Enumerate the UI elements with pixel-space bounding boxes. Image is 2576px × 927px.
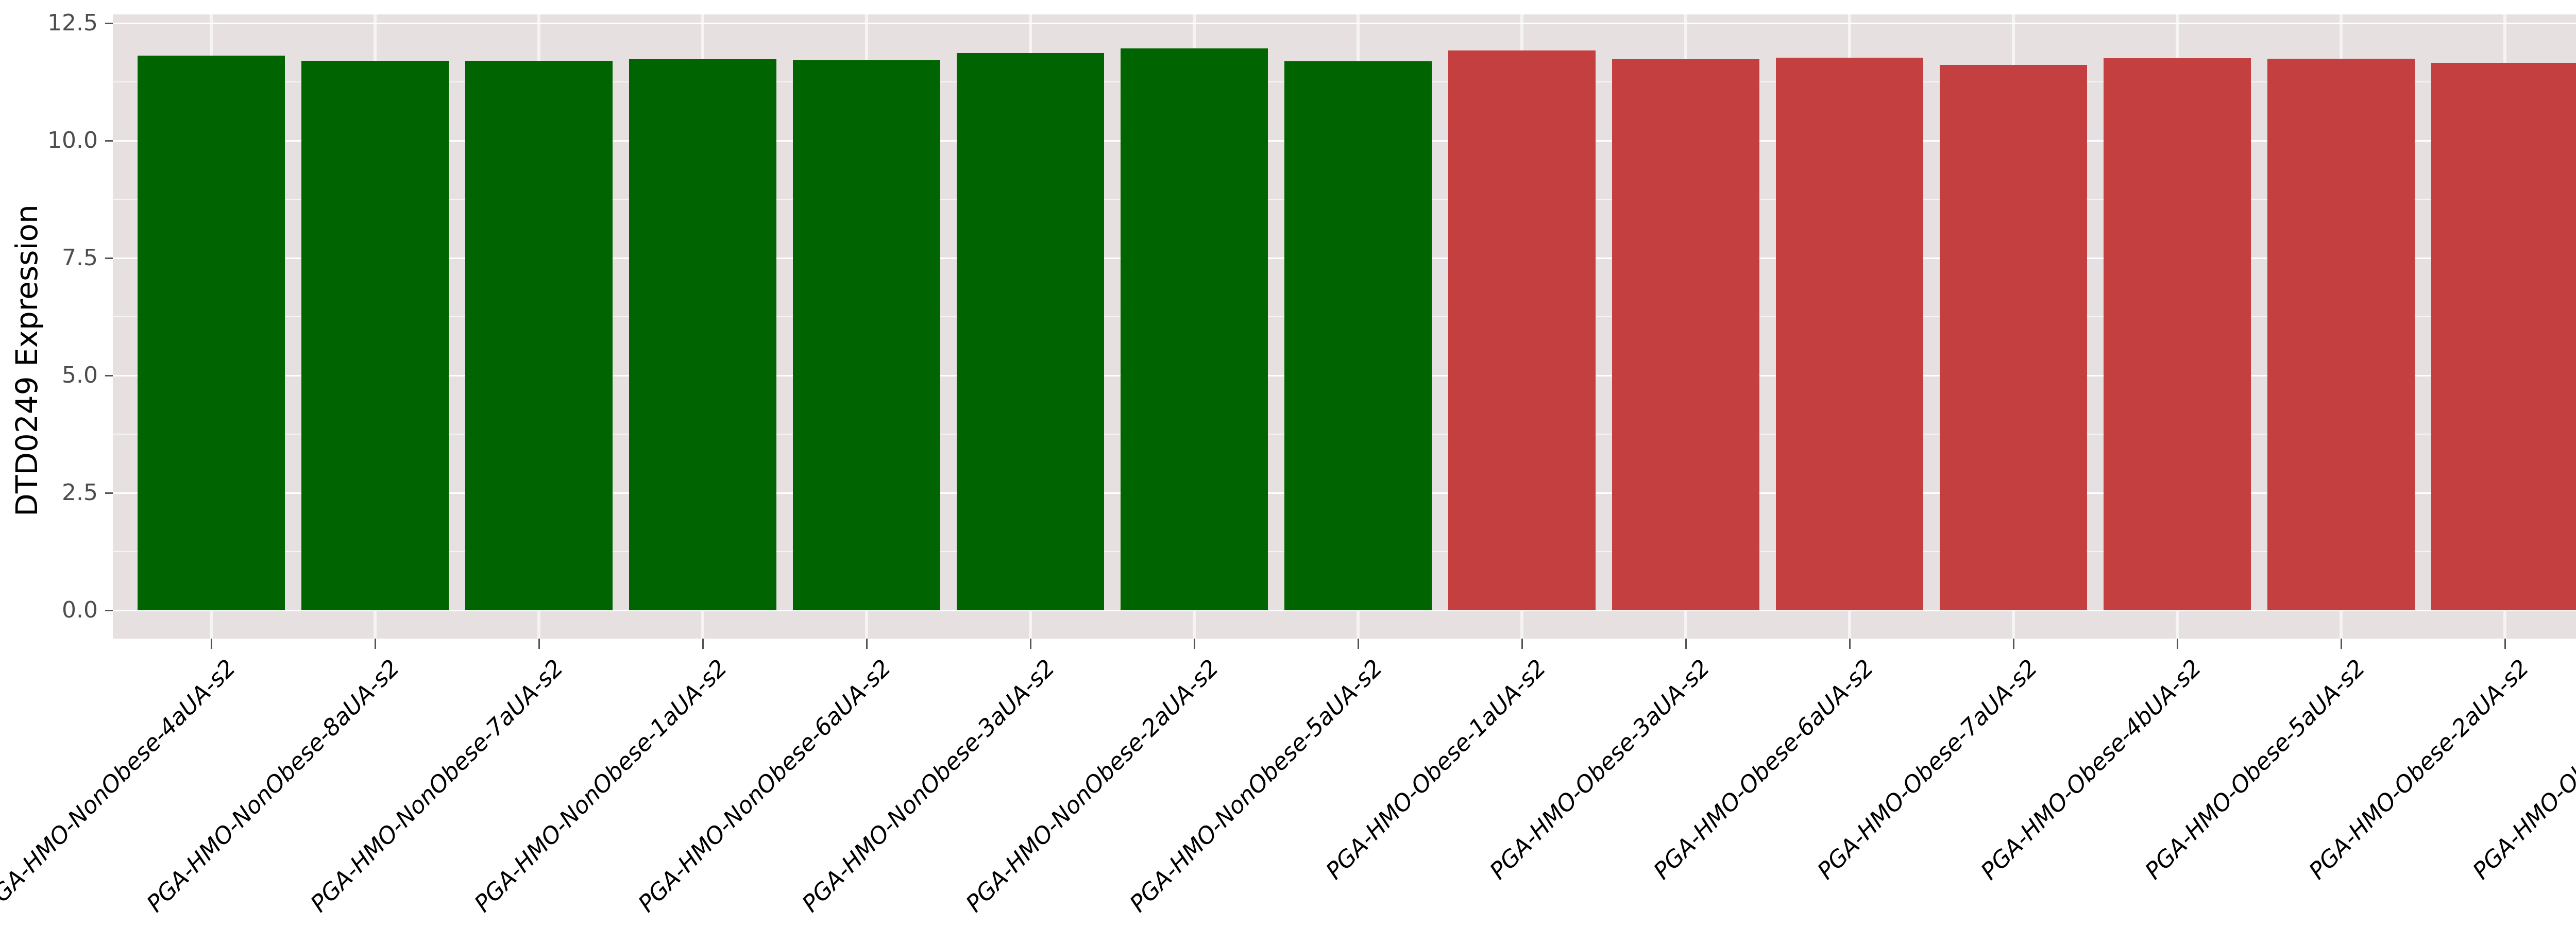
y-tick-mark [105,492,113,494]
y-tick-mark [105,22,113,24]
y-tick-mark [105,140,113,142]
x-tick-mark [702,639,704,649]
plot-panel [113,14,2576,639]
x-tick-mark [210,639,212,649]
gridline-major [113,609,2576,611]
x-tick-mark [1521,639,1523,649]
y-tick-label: 7.5 [62,245,98,271]
y-tick-label: 10.0 [47,127,98,153]
y-tick-label: 12.5 [47,10,98,36]
gridline-major [113,22,2576,24]
bar-obese [1612,59,1759,610]
bar-obese [1448,50,1596,610]
y-tick-label: 2.5 [62,479,98,506]
y-tick-mark [105,374,113,376]
bar-obese [1776,58,1923,610]
x-tick-label: PGA-HMO-NonObese-4aUA-s2 [0,654,241,918]
y-tick-label: 0.0 [62,597,98,623]
bar-nonobese [629,59,776,610]
bar-obese [2104,58,2251,610]
bar-nonobese [793,60,940,610]
y-axis-title: DTD0249 Expression [9,204,44,517]
x-tick-mark [866,639,868,649]
y-tick-mark [105,257,113,259]
x-tick-mark [2176,639,2178,649]
x-tick-mark [374,639,376,649]
bar-nonobese [138,55,285,610]
bar-nonobese [1284,61,1432,610]
x-tick-mark [2504,639,2506,649]
x-tick-mark [2012,639,2014,649]
bar-nonobese [957,53,1104,610]
y-tick-label: 5.0 [62,362,98,388]
bar-obese [2267,59,2415,610]
x-tick-mark [538,639,540,649]
bar-nonobese [1121,48,1268,610]
x-tick-mark [1357,639,1359,649]
x-tick-mark [2340,639,2342,649]
x-tick-mark [1849,639,1851,649]
x-tick-mark [1685,639,1687,649]
bar-obese [2431,62,2576,610]
y-tick-mark [105,609,113,611]
bar-nonobese [465,60,613,610]
x-tick-mark [1193,639,1195,649]
bar-nonobese [301,60,449,610]
x-tick-mark [1029,639,1031,649]
bar-obese [1940,65,2087,610]
